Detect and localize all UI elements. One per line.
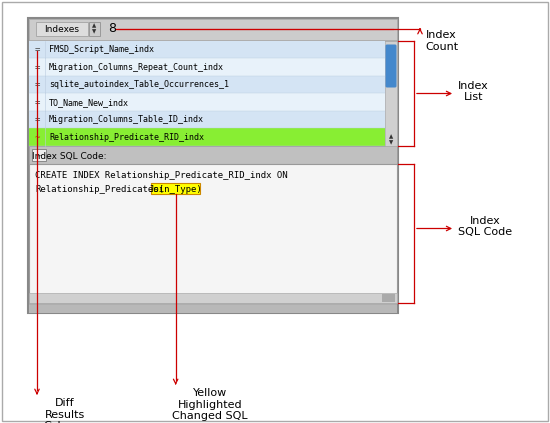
Bar xyxy=(29,146,397,164)
Bar xyxy=(29,76,385,93)
Bar xyxy=(36,22,88,36)
Text: Diff
Results
Column: Diff Results Column xyxy=(43,398,86,423)
Text: =: = xyxy=(34,98,40,107)
Bar xyxy=(29,293,397,303)
Bar xyxy=(29,164,397,303)
Bar xyxy=(151,184,200,195)
Text: sqlite_autoindex_Table_Occurrences_1: sqlite_autoindex_Table_Occurrences_1 xyxy=(49,80,229,89)
Text: Index
Count: Index Count xyxy=(425,30,458,52)
Text: Indexes: Indexes xyxy=(45,25,80,33)
Bar xyxy=(29,41,397,146)
Bar xyxy=(382,294,395,302)
Text: ~: ~ xyxy=(34,133,40,142)
Text: =: = xyxy=(34,115,40,124)
FancyBboxPatch shape xyxy=(386,44,397,88)
Text: Migration_Columns_Table_ID_indx: Migration_Columns_Table_ID_indx xyxy=(49,115,204,124)
Text: ▲: ▲ xyxy=(389,135,393,140)
Text: ▲: ▲ xyxy=(92,23,97,28)
Bar xyxy=(385,41,397,146)
Text: Yellow
Highlighted
Changed SQL: Yellow Highlighted Changed SQL xyxy=(172,388,248,421)
Text: Index
SQL Code: Index SQL Code xyxy=(458,216,512,237)
Bar xyxy=(89,22,100,36)
Bar xyxy=(29,93,385,111)
Text: Join_Type): Join_Type) xyxy=(148,184,202,193)
Text: 8: 8 xyxy=(108,22,116,36)
Bar xyxy=(32,149,46,161)
Text: Relationship_Predicates(: Relationship_Predicates( xyxy=(35,184,164,193)
Text: ▼: ▼ xyxy=(92,30,97,35)
Bar xyxy=(29,19,397,40)
Text: =: = xyxy=(34,63,40,72)
Text: =: = xyxy=(34,45,40,54)
Text: Relationship_Predicate_RID_indx: Relationship_Predicate_RID_indx xyxy=(49,133,204,142)
Text: FMSD_Script_Name_indx: FMSD_Script_Name_indx xyxy=(49,45,154,54)
Bar xyxy=(29,305,397,313)
Text: Index SQL Code:: Index SQL Code: xyxy=(32,152,107,161)
Bar xyxy=(387,46,395,86)
Bar xyxy=(29,41,385,58)
Text: =: = xyxy=(34,80,40,89)
Bar xyxy=(29,129,385,146)
Bar xyxy=(29,58,385,76)
Text: ⌐: ⌐ xyxy=(36,153,42,159)
Text: CREATE INDEX Relationship_Predicate_RID_indx ON: CREATE INDEX Relationship_Predicate_RID_… xyxy=(35,171,288,181)
Bar xyxy=(29,111,385,129)
Text: Migration_Columns_Repeat_Count_indx: Migration_Columns_Repeat_Count_indx xyxy=(49,63,224,72)
Bar xyxy=(28,18,398,313)
Text: Index
List: Index List xyxy=(458,81,489,102)
Text: ▼: ▼ xyxy=(389,140,393,146)
Text: TO_Name_New_indx: TO_Name_New_indx xyxy=(49,98,129,107)
